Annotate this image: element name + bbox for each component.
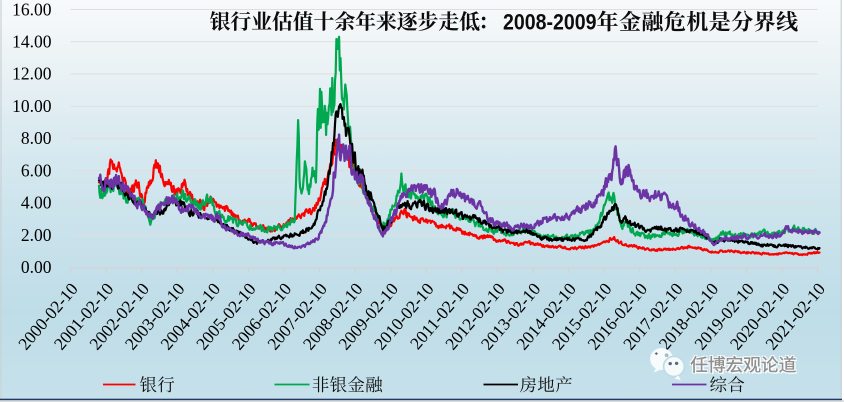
svg-text:4.00: 4.00 [21,193,52,213]
svg-text:14.00: 14.00 [12,32,52,52]
svg-text:2.00: 2.00 [21,225,52,245]
svg-text:16.00: 16.00 [12,0,52,19]
svg-text:0.00: 0.00 [21,257,52,277]
svg-text:2008-2009: 2008-2009 [503,10,597,35]
svg-text:12.00: 12.00 [12,64,52,84]
svg-text:8.00: 8.00 [21,128,52,148]
svg-text:6.00: 6.00 [21,160,52,180]
svg-text:10.00: 10.00 [12,96,52,116]
